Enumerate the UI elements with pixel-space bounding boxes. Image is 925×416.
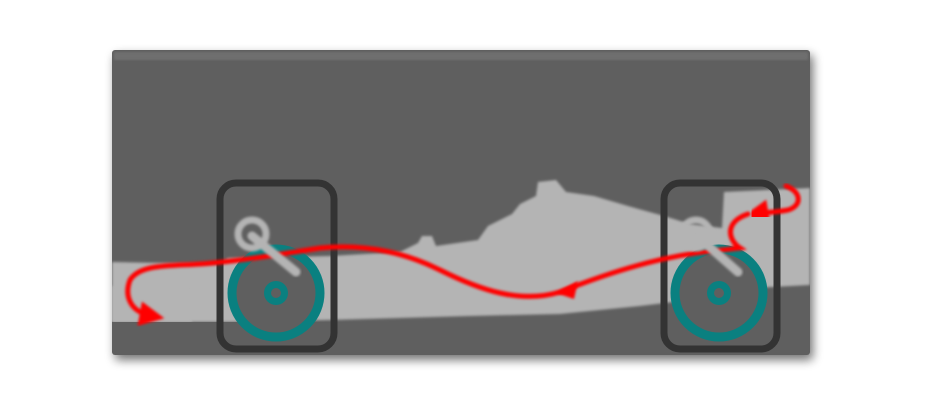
rear-wheel-frame (660, 179, 781, 353)
underbody-flow-arrowhead (556, 281, 578, 299)
front-suspension-link (234, 216, 301, 277)
rear-exit-arrow (743, 183, 801, 225)
panel-top-highlight (114, 52, 808, 60)
front-wheel-frame (216, 179, 338, 353)
rear-suspension-link (678, 216, 743, 277)
